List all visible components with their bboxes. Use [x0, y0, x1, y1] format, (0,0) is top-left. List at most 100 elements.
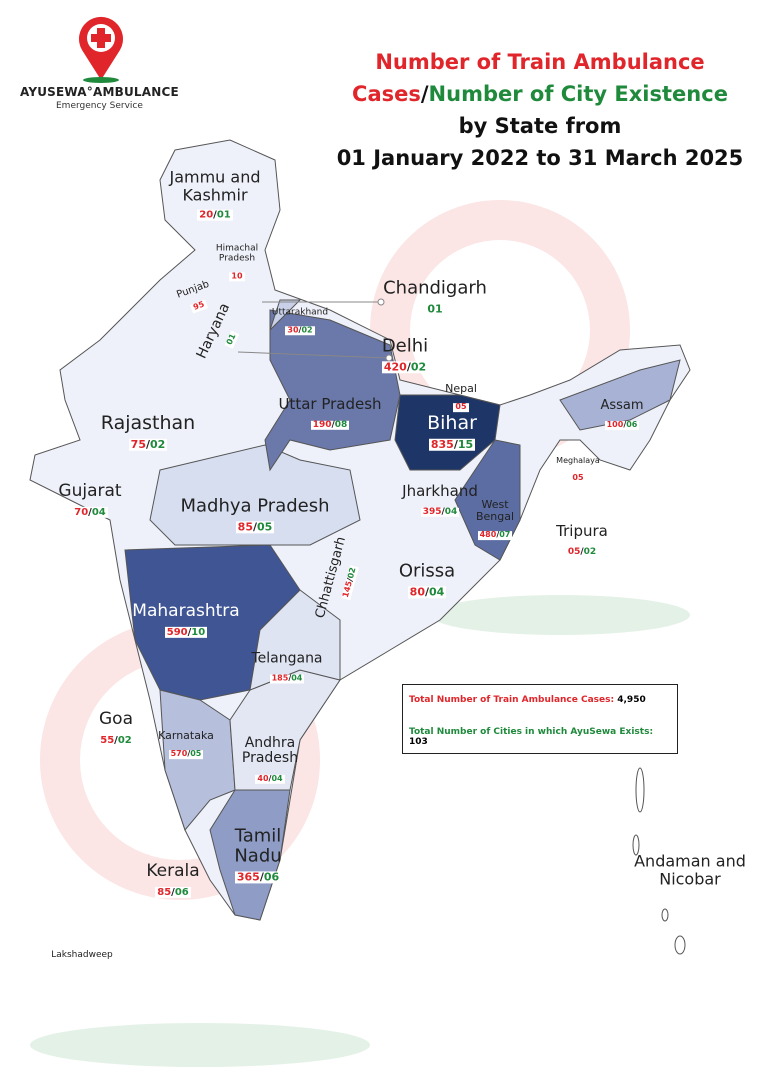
state-cases: 570 — [170, 749, 188, 759]
state-name: Lakshadweep — [51, 950, 113, 961]
state-label: Nepal 05 — [436, 383, 486, 413]
state-label: Uttar Pradesh 190/08 — [265, 394, 395, 431]
state-label: Telangana 185/04 — [242, 650, 332, 685]
region — [209, 789, 291, 921]
state-separator: / — [298, 325, 302, 335]
state-name: Madhya Pradesh — [180, 495, 330, 517]
state-name: Bihar — [427, 411, 477, 434]
state-counts: 590/10 — [164, 626, 208, 638]
state-cities: 04 — [291, 673, 303, 683]
region — [394, 394, 501, 471]
title-separator: / — [420, 82, 429, 106]
region — [559, 359, 681, 431]
state-counts: 85/05 — [235, 520, 275, 534]
state-cities: 02 — [410, 360, 427, 374]
state-cases: 590 — [166, 626, 188, 638]
state-cases: 145 — [341, 580, 355, 599]
state-cities: 04 — [444, 506, 458, 517]
state-cases: 420 — [383, 360, 407, 374]
state-cases: 10 — [231, 271, 243, 281]
state-cities: 01 — [427, 302, 443, 316]
state-separator: / — [187, 626, 192, 638]
state-separator: / — [145, 437, 151, 451]
state-cases: 85 — [237, 520, 253, 534]
state-label: Goa 55/02 — [86, 710, 146, 746]
state-name: Uttar Pradesh — [278, 394, 382, 413]
state-separator: / — [88, 506, 92, 518]
state-label: Chandigarh 01 — [375, 278, 495, 316]
state-cities: 02 — [346, 566, 358, 580]
state-label: Kerala 85/06 — [138, 862, 208, 898]
state-cases: 95 — [192, 299, 206, 312]
state-cities: 02 — [117, 734, 132, 746]
state-name: Goa — [99, 708, 133, 729]
state-cities: 01 — [216, 209, 231, 221]
state-counts: 420/02 — [381, 360, 429, 374]
region — [454, 439, 521, 561]
state-cases: 365 — [236, 870, 260, 883]
regions — [124, 299, 681, 921]
state-counts: 75/02 — [128, 437, 168, 451]
state-name: Andaman and Nicobar — [634, 851, 746, 888]
state-label: Uttarakhand 30/02 — [260, 307, 340, 335]
totals-cases-value: 4,950 — [617, 695, 646, 705]
connectors — [237, 298, 393, 362]
state-separator: / — [496, 530, 500, 540]
state-label: Andaman and Nicobar — [630, 852, 750, 887]
state-counts: 05 — [570, 473, 586, 483]
state-separator: / — [114, 734, 118, 746]
state-name: Telangana — [251, 650, 323, 667]
state-cases: 835 — [430, 437, 454, 451]
logo — [78, 16, 124, 83]
region — [149, 444, 361, 546]
state-counts: 100/06 — [604, 420, 640, 431]
state-cases: 05 — [455, 402, 467, 412]
state-label: Himachal Pradesh 10 — [207, 243, 267, 281]
state-label: Madhya Pradesh 85/05 — [170, 495, 340, 534]
state-cities: 06 — [263, 870, 280, 883]
state-separator: / — [213, 209, 217, 221]
state-cities: 08 — [334, 419, 348, 430]
title-cases: Number of Train Ambulance Cases — [352, 50, 705, 106]
state-counts: 01 — [425, 302, 445, 316]
state-counts: 80/04 — [407, 585, 447, 599]
state-label: Tamil Nadu 365/06 — [223, 825, 293, 884]
title: Number of Train Ambulance Cases/Number o… — [330, 46, 750, 174]
state-cities: 04 — [429, 585, 445, 599]
state-cities: 04 — [271, 773, 283, 783]
state-separator: / — [288, 673, 292, 683]
state-counts: 185/04 — [269, 673, 305, 684]
state-label: Lakshadweep — [42, 950, 122, 961]
state-cases: 75 — [130, 437, 146, 451]
state-cases: 30 — [287, 325, 299, 335]
state-counts: 55/02 — [98, 734, 134, 746]
state-cities: 02 — [583, 546, 597, 557]
state-name: Meghalaya — [556, 455, 600, 465]
state-separator: / — [424, 585, 430, 599]
state-cases: 185 — [271, 673, 289, 683]
state-label: Orissa 80/04 — [387, 561, 467, 599]
state-cities: 06 — [174, 886, 189, 898]
state-cities: 15 — [457, 437, 474, 451]
state-counts: 05/02 — [565, 546, 599, 558]
state-cases: 05 — [567, 546, 581, 557]
state-name: Karnataka — [158, 729, 214, 743]
state-label: Assam 100/06 — [592, 398, 652, 431]
state-separator: / — [441, 506, 445, 517]
state-cities: 10 — [191, 626, 206, 638]
tagline: Emergency Service — [56, 101, 143, 111]
state-cities: 02 — [150, 437, 166, 451]
state-separator: / — [331, 419, 335, 430]
state-name: Uttarakhand — [271, 307, 329, 318]
totals-box: Total Number of Train Ambulance Cases: 4… — [402, 684, 678, 754]
state-cases: 40 — [257, 773, 269, 783]
state-cases: 20 — [199, 209, 214, 221]
state-name: Nepal — [445, 382, 477, 396]
state-name: Delhi — [381, 335, 429, 357]
state-cases: 55 — [100, 734, 115, 746]
islands — [632, 767, 686, 955]
state-name: Tamil Nadu — [234, 825, 282, 867]
state-cities: 07 — [499, 530, 511, 540]
state-label: Gujarat 70/04 — [45, 482, 135, 518]
